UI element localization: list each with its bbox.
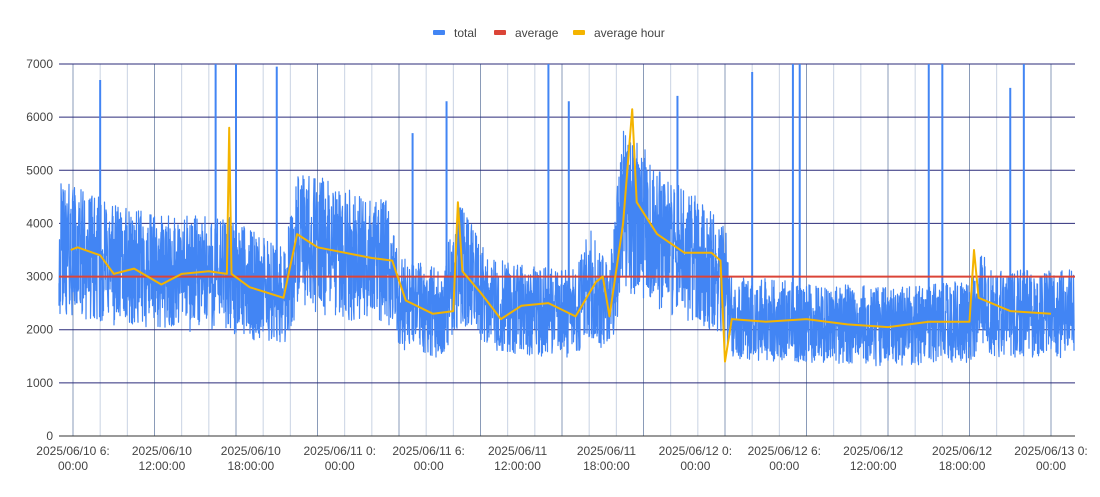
x-tick-label-line2: 00:00 bbox=[414, 459, 444, 473]
y-tick-label: 1000 bbox=[26, 376, 53, 390]
legend-swatch-total bbox=[433, 30, 445, 35]
x-tick-label-line1: 2025/06/11 bbox=[488, 444, 547, 458]
y-tick-label: 2000 bbox=[26, 323, 53, 337]
y-axis: 0 1000 2000 3000 4000 5000 6000 7000 bbox=[26, 57, 53, 443]
x-tick-label-line2: 18:00:00 bbox=[583, 459, 630, 473]
y-tick-label: 4000 bbox=[26, 216, 53, 230]
legend-item-average[interactable]: average bbox=[494, 26, 559, 40]
x-tick-label-line2: 12:00:00 bbox=[494, 459, 541, 473]
vertical-gridlines bbox=[72, 64, 1052, 436]
x-tick-label: 2025/06/10 6:00:00 bbox=[36, 444, 109, 473]
x-tick-label-line1: 2025/06/12 bbox=[932, 444, 992, 458]
legend-swatch-average-hour bbox=[573, 30, 585, 35]
legend-swatch-average bbox=[494, 30, 506, 35]
x-tick-label-line1: 2025/06/11 0: bbox=[303, 444, 376, 458]
x-tick-label: 2025/06/12 6:00:00 bbox=[748, 444, 821, 473]
y-tick-label: 6000 bbox=[26, 110, 53, 124]
x-tick-label-line2: 00:00 bbox=[58, 459, 88, 473]
x-tick-label-line2: 00:00 bbox=[680, 459, 710, 473]
series-line-total bbox=[58, 130, 1075, 367]
legend-item-average-hour[interactable]: average hour bbox=[573, 26, 665, 40]
x-tick-label-line2: 00:00 bbox=[1036, 459, 1066, 473]
x-tick-label-line2: 12:00:00 bbox=[850, 459, 897, 473]
legend-label-average: average bbox=[515, 26, 559, 40]
x-tick-label-line1: 2025/06/10 6: bbox=[36, 444, 109, 458]
x-tick-label-line1: 2025/06/11 bbox=[577, 444, 636, 458]
x-tick-label-line2: 18:00:00 bbox=[939, 459, 986, 473]
x-axis: 2025/06/10 6:00:002025/06/1012:00:002025… bbox=[36, 444, 1087, 473]
x-tick-label-line1: 2025/06/12 0: bbox=[659, 444, 732, 458]
y-tick-label: 5000 bbox=[26, 163, 53, 177]
legend-label-total: total bbox=[454, 26, 477, 40]
legend-item-total[interactable]: total bbox=[433, 26, 477, 40]
x-tick-label-line1: 2025/06/10 bbox=[221, 444, 281, 458]
x-tick-label-line1: 2025/06/11 6: bbox=[392, 444, 465, 458]
x-tick-label-line2: 00:00 bbox=[769, 459, 799, 473]
y-tick-label: 7000 bbox=[26, 57, 53, 71]
plot-area bbox=[58, 64, 1075, 367]
x-tick-label-line2: 00:00 bbox=[325, 459, 355, 473]
y-tick-label: 0 bbox=[46, 429, 53, 443]
x-tick-label: 2025/06/13 0:00:00 bbox=[1014, 444, 1087, 473]
chart-legend: total average average hour bbox=[433, 26, 665, 40]
legend-label-average-hour: average hour bbox=[594, 26, 665, 40]
x-tick-label: 2025/06/11 0:00:00 bbox=[303, 444, 376, 473]
x-tick-label-line2: 12:00:00 bbox=[139, 459, 186, 473]
series-line-average-hour bbox=[70, 108, 1052, 363]
x-tick-label: 2025/06/11 6:00:00 bbox=[392, 444, 465, 473]
y-tick-label: 3000 bbox=[26, 270, 53, 284]
x-tick-label-line1: 2025/06/13 0: bbox=[1014, 444, 1087, 458]
x-tick-label: 2025/06/12 0:00:00 bbox=[659, 444, 732, 473]
x-tick-label-line1: 2025/06/12 6: bbox=[748, 444, 821, 458]
x-tick-label-line1: 2025/06/12 bbox=[843, 444, 903, 458]
x-tick-label-line2: 18:00:00 bbox=[227, 459, 274, 473]
x-tick-label-line1: 2025/06/10 bbox=[132, 444, 192, 458]
